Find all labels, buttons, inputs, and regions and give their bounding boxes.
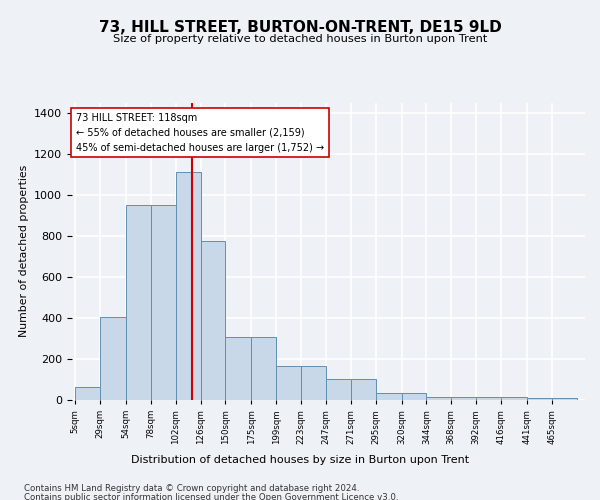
Bar: [451, 397, 476, 400]
Bar: [351, 380, 376, 400]
Bar: [376, 393, 401, 400]
Bar: [75, 386, 100, 400]
Bar: [100, 317, 126, 400]
Bar: [476, 397, 501, 400]
Bar: [226, 338, 251, 400]
Bar: [501, 397, 527, 400]
Bar: [326, 380, 351, 400]
Bar: [301, 366, 326, 400]
Bar: [276, 366, 301, 400]
Text: Contains public sector information licensed under the Open Government Licence v3: Contains public sector information licen…: [24, 492, 398, 500]
Bar: [427, 397, 451, 400]
Bar: [176, 172, 200, 400]
Bar: [251, 338, 276, 400]
Text: Distribution of detached houses by size in Burton upon Trent: Distribution of detached houses by size …: [131, 455, 469, 465]
Y-axis label: Number of detached properties: Number of detached properties: [19, 165, 29, 338]
Bar: [151, 205, 176, 400]
Text: Contains HM Land Registry data © Crown copyright and database right 2024.: Contains HM Land Registry data © Crown c…: [24, 484, 359, 493]
Bar: [200, 241, 226, 400]
Text: Size of property relative to detached houses in Burton upon Trent: Size of property relative to detached ho…: [113, 34, 487, 44]
Text: 73 HILL STREET: 118sqm
← 55% of detached houses are smaller (2,159)
45% of semi-: 73 HILL STREET: 118sqm ← 55% of detached…: [76, 113, 324, 152]
Bar: [552, 398, 577, 400]
Bar: [401, 393, 427, 400]
Bar: [527, 398, 552, 400]
Text: 73, HILL STREET, BURTON-ON-TRENT, DE15 9LD: 73, HILL STREET, BURTON-ON-TRENT, DE15 9…: [98, 20, 502, 35]
Bar: [126, 205, 151, 400]
